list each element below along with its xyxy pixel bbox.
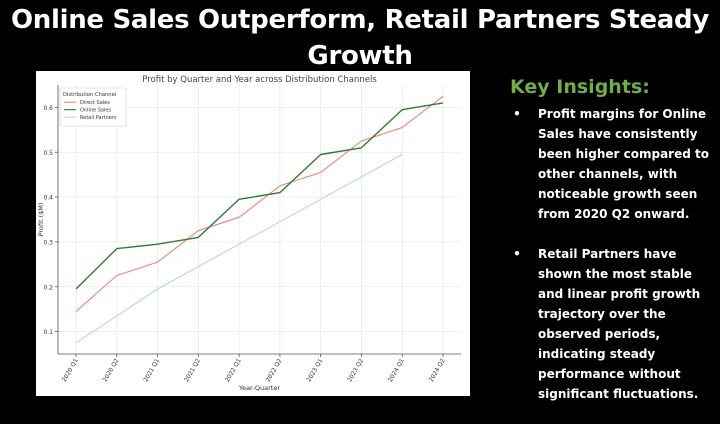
legend-label: Retail Partners: [80, 115, 117, 121]
y-tick-label: 0.4: [43, 195, 53, 202]
bullet-icon: •: [513, 107, 521, 121]
chart-panel: Profit by Quarter and Year across Distri…: [36, 71, 470, 396]
y-tick-label: 0.5: [43, 150, 53, 157]
x-tick-label: 2022 Q1: [224, 357, 243, 383]
y-tick-label: 0.1: [43, 329, 53, 336]
chart-title: Profit by Quarter and Year across Distri…: [142, 75, 377, 85]
x-tick-label: 2024 Q2: [428, 357, 447, 383]
series-line: [75, 102, 444, 290]
x-tick-label: 2020 Q2: [102, 357, 121, 383]
insight-text: Profit margins for Online Sales have con…: [538, 107, 709, 221]
x-axis-label: Year-Quarter: [238, 384, 280, 392]
insight-item: • Profit margins for Online Sales have c…: [510, 104, 715, 224]
insight-item: • Retail Partners have shown the most st…: [510, 244, 715, 404]
y-axis-label: Profit ($M): [37, 203, 45, 237]
legend-box: [59, 87, 127, 127]
y-tick-label: 0.3: [43, 239, 53, 246]
legend-title: Distribution Channel: [63, 92, 116, 98]
x-tick-label: 2023 Q2: [346, 357, 365, 383]
profit-line-chart: Profit by Quarter and Year across Distri…: [37, 75, 461, 392]
legend-label: Direct Sales: [80, 100, 110, 106]
legend-label: Online Sales: [80, 108, 111, 114]
insight-text: Retail Partners have shown the most stab…: [538, 247, 701, 401]
x-tick-label: 2020 Q1: [61, 357, 80, 383]
x-tick-label: 2021 Q1: [142, 357, 161, 383]
series-line: [75, 154, 403, 344]
y-tick-label: 0.6: [43, 105, 53, 112]
insights-title: Key Insights:: [510, 76, 650, 98]
insights-list: • Profit margins for Online Sales have c…: [510, 104, 715, 404]
chart-legend: Distribution Channel Direct Sales Online S…: [59, 87, 127, 127]
x-tick-label: 2021 Q2: [183, 357, 202, 383]
x-tick-label: 2023 Q1: [305, 357, 324, 383]
x-tick-label: 2024 Q1: [387, 357, 406, 383]
key-insights-panel: Key Insights: • Profit margins for Onlin…: [510, 74, 715, 424]
slide-title: Online Sales Outperform, Retail Partners…: [10, 5, 710, 71]
x-tick-label: 2022 Q2: [265, 357, 284, 383]
series-line: [75, 95, 444, 312]
bullet-icon: •: [513, 247, 521, 261]
y-tick-label: 0.2: [43, 284, 53, 291]
